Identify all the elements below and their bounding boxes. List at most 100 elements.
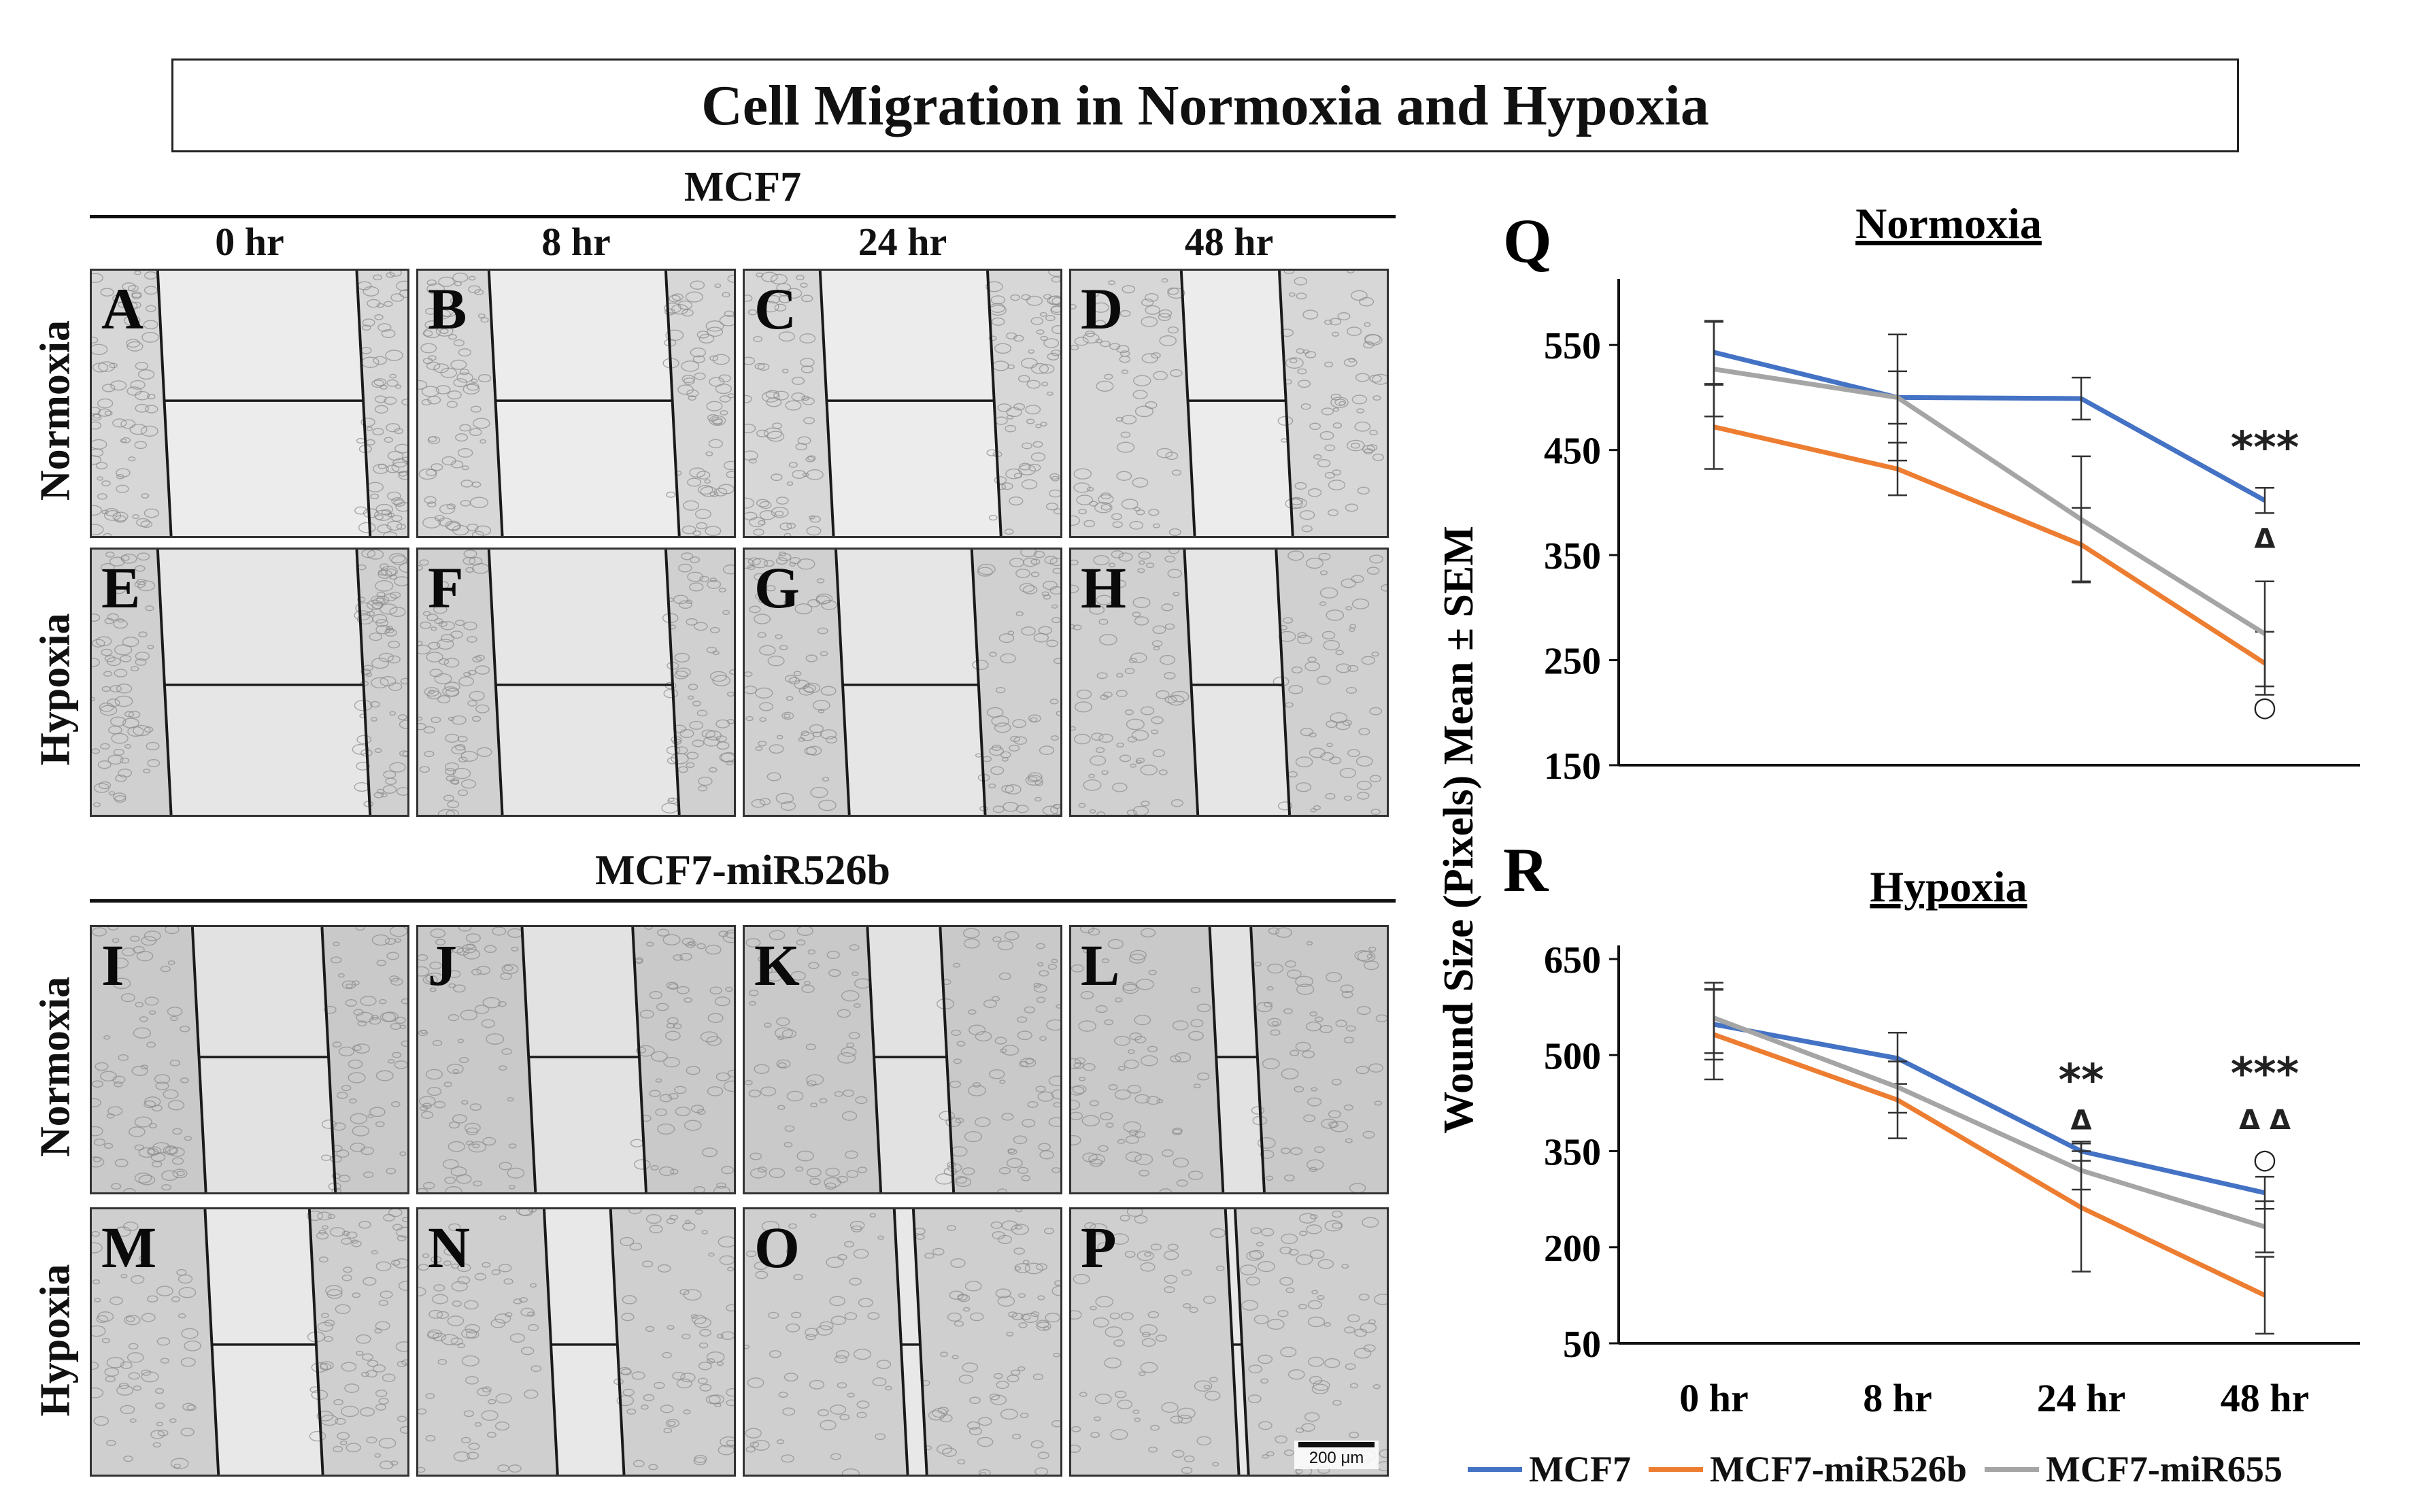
- scale-bar-line: [1298, 1442, 1375, 1447]
- x-tick-label: 48 hr: [2221, 1376, 2310, 1420]
- panel-letter: K: [754, 933, 800, 998]
- y-tick-label: 150: [1544, 745, 1601, 788]
- y-tick-label: 350: [1544, 1132, 1601, 1174]
- panel-letter: L: [1081, 933, 1120, 998]
- group-label-mcf7: MCF7: [684, 164, 802, 210]
- y-tick-label: 650: [1544, 939, 1601, 981]
- scale-bar-label: 200 μm: [1309, 1449, 1364, 1467]
- panel-o: O: [743, 1207, 1062, 1477]
- panel-image: [745, 1209, 1060, 1475]
- x-tick-label: 8 hr: [1863, 1376, 1932, 1420]
- panel-k: K: [743, 925, 1062, 1194]
- significance-marker: ○: [2253, 1144, 2277, 1175]
- panel-letter: E: [101, 555, 141, 620]
- panel-j: J: [416, 925, 736, 1194]
- legend-swatch-mcf7: [1468, 1466, 1522, 1472]
- significance-marker: **: [2059, 1056, 2104, 1106]
- panel-image: [1071, 927, 1387, 1192]
- panel-b: B: [416, 269, 736, 538]
- panel-m: M: [90, 1207, 409, 1477]
- time-label-8hr: 8 hr: [541, 220, 611, 264]
- significance-marker: Δ: [2071, 1105, 2092, 1137]
- chart-title: Normoxia: [1855, 199, 2042, 248]
- panel-image: [92, 550, 407, 815]
- chart-panel-letter: R: [1503, 835, 1549, 905]
- panel-letter: H: [1081, 555, 1126, 620]
- series-line-mcf7-mir526b: [1713, 1032, 2266, 1298]
- group-label-mcf7-mir526b: MCF7-miR526b: [595, 847, 890, 894]
- panel-letter: C: [754, 276, 797, 341]
- legend-item-mcf7-mir526b: MCF7-miR526b: [1648, 1448, 1967, 1490]
- panel-letter: M: [101, 1215, 157, 1280]
- panel-image: [418, 271, 734, 536]
- panel-letter: B: [428, 276, 467, 341]
- panel-letter: D: [1081, 276, 1124, 341]
- legend-swatch-mcf7-mir655: [1984, 1466, 2039, 1472]
- x-tick-label: 0 hr: [1679, 1376, 1749, 1420]
- y-tick-label: 500: [1544, 1035, 1601, 1077]
- y-tick-label: 250: [1544, 641, 1601, 683]
- panel-image: [745, 271, 1060, 536]
- panel-image: [92, 927, 407, 1192]
- panel-letter: A: [101, 276, 144, 341]
- panel-n: N: [416, 1207, 736, 1477]
- panel-image: [745, 550, 1060, 815]
- panel-letter: F: [428, 555, 464, 620]
- time-label-24hr: 24 hr: [858, 220, 947, 264]
- panel-image: [1071, 550, 1387, 815]
- scale-bar: 200 μm: [1294, 1441, 1379, 1469]
- panel-p: P 200 μm: [1069, 1207, 1389, 1477]
- significance-marker: ***: [2231, 1049, 2299, 1099]
- y-axis-label: Wound Size (Pixels) Mean ± SEM: [1436, 526, 1482, 1133]
- panel-l: L: [1069, 925, 1389, 1194]
- panel-e: E: [90, 548, 409, 817]
- y-tick-label: 200: [1544, 1228, 1601, 1270]
- panel-image: [92, 1209, 407, 1475]
- time-label-0hr: 0 hr: [215, 220, 284, 264]
- legend: MCF7 MCF7-miR526b MCF7-miR655: [1468, 1445, 2300, 1493]
- legend-swatch-mcf7-mir526b: [1648, 1466, 1703, 1472]
- panel-letter: O: [754, 1215, 800, 1280]
- significance-marker: Δ Δ: [2239, 1105, 2291, 1136]
- significance-marker: ○: [2253, 691, 2277, 722]
- panel-letter: G: [754, 555, 800, 620]
- panel-image: [92, 271, 407, 536]
- panel-letter: N: [428, 1215, 471, 1280]
- legend-label-mcf7-mir526b: MCF7-miR526b: [1709, 1449, 1967, 1490]
- panel-letter: J: [428, 933, 457, 998]
- y-tick-label: 350: [1544, 535, 1601, 577]
- legend-item-mcf7: MCF7: [1468, 1448, 1631, 1490]
- series-line-mcf7-mir655: [1713, 1015, 2266, 1229]
- chart-panel-letter: Q: [1503, 206, 1552, 275]
- panel-c: C: [743, 269, 1062, 538]
- panel-g: G: [743, 548, 1062, 817]
- significance-marker: ***: [2231, 423, 2299, 473]
- y-tick-label: 450: [1544, 431, 1601, 473]
- panel-image: [745, 927, 1060, 1192]
- y-tick-label: 550: [1544, 325, 1601, 367]
- panel-d: D: [1069, 269, 1389, 538]
- legend-label-mcf7-mir655: MCF7-miR655: [2045, 1449, 2282, 1490]
- x-tick-label: 24 hr: [2037, 1376, 2126, 1420]
- panel-image: [1071, 1209, 1387, 1475]
- y-tick-label: 50: [1563, 1324, 1601, 1366]
- panel-i: I: [90, 925, 409, 1194]
- panel-image: [418, 927, 734, 1192]
- significance-marker: Δ: [2255, 523, 2276, 554]
- panel-a: A: [90, 269, 409, 538]
- panel-image: [418, 1209, 734, 1475]
- series-line-mcf7-mir526b: [1713, 424, 2266, 666]
- group-rule-mcf7-mir526b: [90, 899, 1396, 903]
- series-line-mcf7: [1713, 350, 2266, 503]
- panel-h: H: [1069, 548, 1389, 817]
- panel-image: [1071, 271, 1387, 536]
- chart-title: Hypoxia: [1870, 862, 2027, 911]
- panel-letter: P: [1081, 1215, 1117, 1280]
- panel-letter: I: [101, 933, 124, 998]
- group-rule-mcf7: [90, 215, 1396, 218]
- panel-f: F: [416, 548, 736, 817]
- series-line-mcf7: [1713, 1022, 2265, 1196]
- figure-title: Cell Migration in Normoxia and Hypoxia: [171, 58, 2239, 152]
- legend-label-mcf7: MCF7: [1529, 1449, 1631, 1490]
